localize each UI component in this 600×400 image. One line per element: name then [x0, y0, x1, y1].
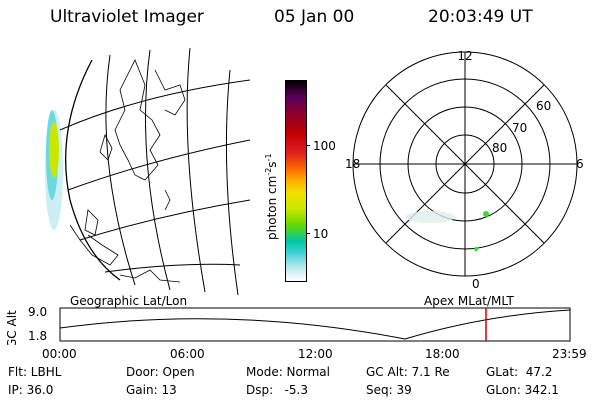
timeline-xtick-2: 12:00 [298, 347, 333, 361]
date-label: 05 Jan 00 [274, 7, 355, 27]
altitude-curve [59, 309, 571, 340]
polar-aurora-haze [405, 211, 455, 223]
time-label: 20:03:49 UT [428, 7, 533, 27]
mlt-label-18: 18 [345, 157, 360, 171]
polar-point-1 [483, 211, 489, 217]
polar-point-2 [474, 247, 478, 251]
info-ip: IP: 36.0 [8, 383, 54, 397]
colorbar-unit-label: photon cm-2s-1 [264, 153, 279, 240]
map-caption: Geographic Lat/Lon [70, 294, 188, 308]
altitude-timeline: GC Alt 9.0 1.8 [5, 305, 571, 345]
timeline-xtick-3: 18:00 [425, 347, 460, 361]
colorbar [285, 80, 307, 282]
timeline-xtick-0: 00:00 [42, 347, 77, 361]
info-gain: Gain: 13 [126, 383, 177, 397]
info-seq: Seq: 39 [366, 383, 412, 397]
info-door: Door: Open [126, 365, 195, 379]
polar-caption: Apex MLat/MLT [424, 294, 514, 308]
parallel-lines [59, 79, 250, 273]
instrument-title: Ultraviolet Imager [50, 7, 204, 27]
timeline-frame [59, 307, 571, 342]
polar-plot: 12 18 6 0 60 70 80 [345, 49, 584, 291]
aurora-core [49, 122, 59, 178]
coastlines [69, 59, 186, 283]
lat-label-80: 80 [492, 141, 507, 155]
info-gcalt: GC Alt: 7.1 Re [366, 365, 450, 379]
info-dsp: Dsp: -5.3 [246, 383, 309, 397]
colorbar-label-10: 10 [313, 227, 329, 241]
timeline-ylabel: GC Alt [5, 310, 19, 345]
colorbar-label-100: 100 [313, 139, 336, 153]
colorbar-tick-100 [306, 145, 310, 146]
timeline-xtick-4: 23:59 [552, 347, 587, 361]
lat-label-70: 70 [512, 121, 527, 135]
info-mode: Mode: Normal [246, 365, 330, 379]
geographic-map [45, 47, 250, 295]
mlt-label-6: 6 [576, 157, 584, 171]
lat-label-60: 60 [536, 99, 551, 113]
timeline-ytick-low: 1.8 [28, 329, 47, 343]
earth-limb [65, 59, 121, 281]
mlt-label-12: 12 [457, 49, 472, 63]
colorbar-tick-10 [306, 233, 310, 234]
info-glat: GLat: 47.2 [486, 365, 553, 379]
meridian-lines [105, 47, 239, 295]
timeline-xtick-1: 06:00 [170, 347, 205, 361]
info-glon: GLon: 342.1 [486, 383, 559, 397]
mlt-label-0: 0 [472, 277, 480, 291]
info-flt: Flt: LBHL [8, 365, 62, 379]
timeline-ytick-high: 9.0 [28, 305, 47, 319]
